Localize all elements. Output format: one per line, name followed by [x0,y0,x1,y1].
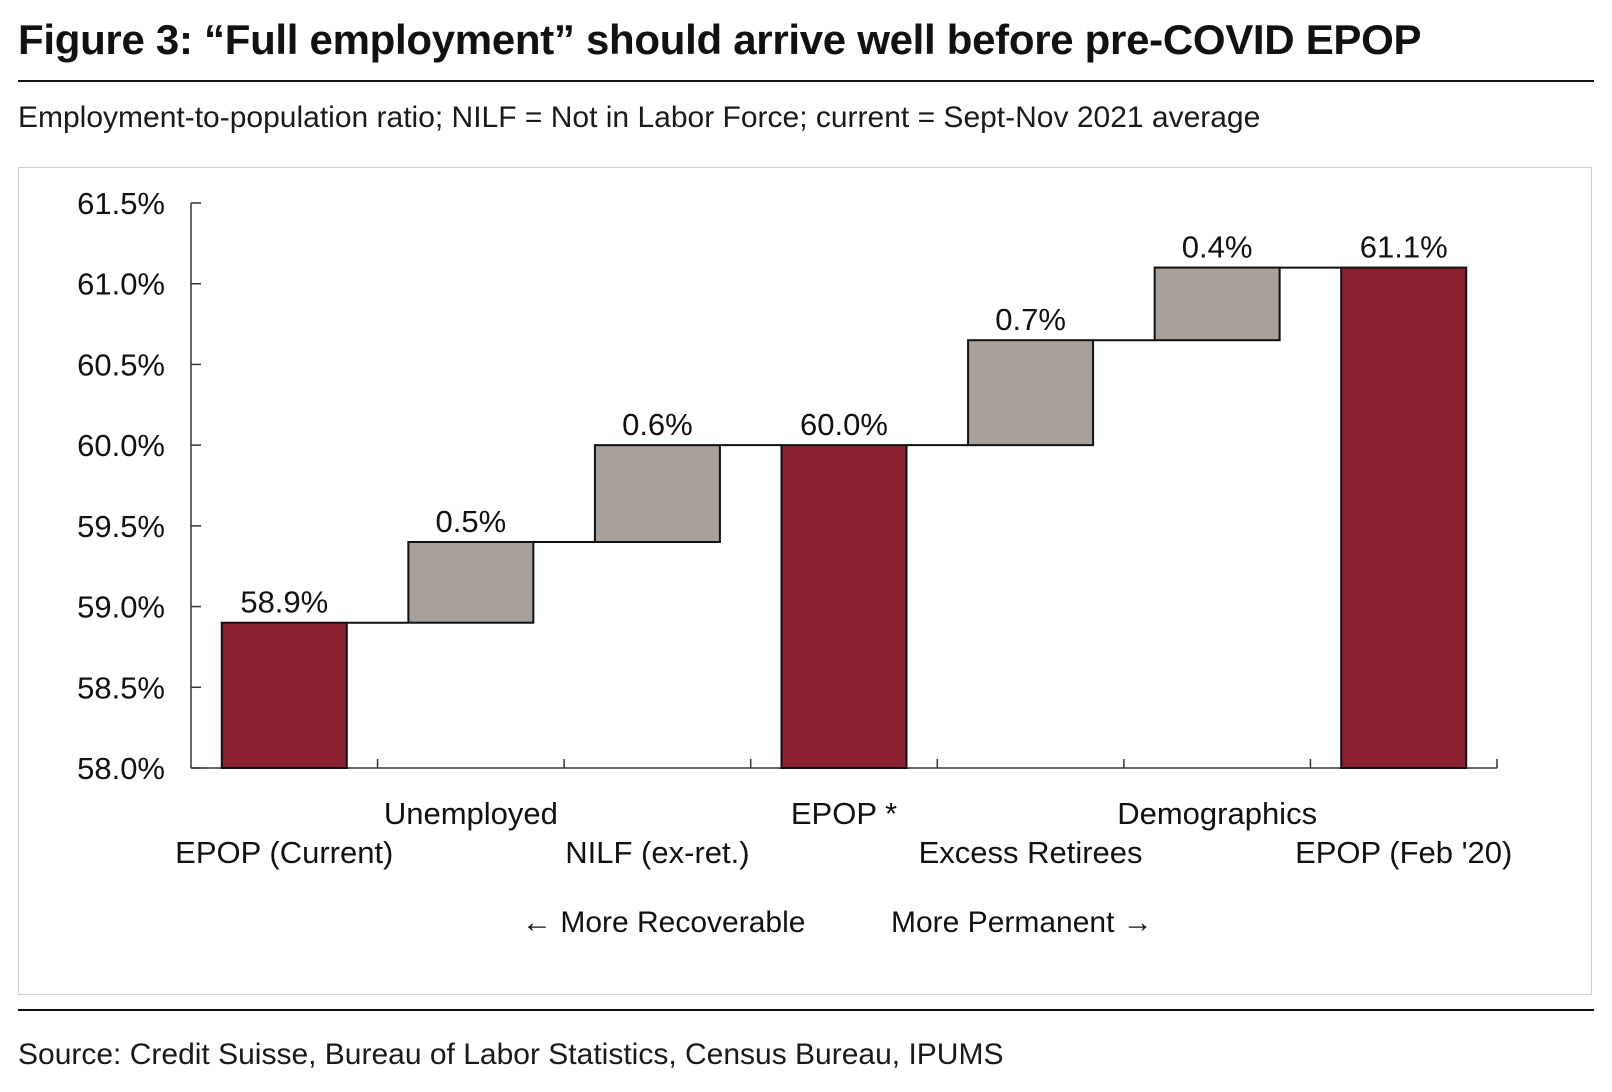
chart-subtitle: Employment-to-population ratio; NILF = N… [18,101,1261,134]
step-bar [1153,266,1281,342]
total-bar [780,444,908,769]
total-bar [1340,266,1468,769]
data-label: 0.7% [995,302,1066,337]
category-label: EPOP * [791,796,897,831]
category-label: Demographics [1117,796,1317,831]
source-divider [18,1009,1594,1011]
y-tick-label: 61.0% [77,267,165,302]
data-label: 0.4% [1182,230,1253,265]
y-tick-label: 58.0% [77,751,165,786]
y-tick-label: 59.5% [77,509,165,544]
annotation-more-permanent: More Permanent → [891,906,1153,939]
data-label: 0.5% [436,504,507,539]
category-label: Excess Retirees [919,835,1143,870]
data-label: 0.6% [622,407,693,442]
chart-frame: 58.0% 58.5% 59.0% 59.5% 60.0% 60.5% 61.0% 61.5%… [18,167,1592,995]
data-label: 58.9% [240,585,328,620]
category-label: EPOP (Current) [175,835,393,870]
data-label: 60.0% [800,407,888,442]
y-tick-label: 60.0% [77,428,165,463]
y-tick-label: 58.5% [77,670,165,705]
category-label: NILF (ex-ret.) [565,835,749,870]
source-note: Source: Credit Suisse, Bureau of Labor S… [18,1038,1004,1071]
category-label: Unemployed [384,796,558,831]
waterfall-chart: 58.0% 58.5% 59.0% 59.5% 60.0% 60.5% 61.0% 61.5%… [77,186,1512,939]
step-bar [593,444,721,543]
step-bar [407,541,535,624]
annotation-more-recoverable: ← More Recoverable [522,906,805,939]
y-tick-label: 60.5% [77,347,165,382]
chart-title: Figure 3: “Full employment” should arriv… [18,16,1422,63]
category-label: EPOP (Feb '20) [1295,835,1512,870]
title-divider [18,80,1594,82]
y-tick-label: 61.5% [77,186,165,221]
y-tick-label: 59.0% [77,590,165,625]
data-label: 61.1% [1360,230,1448,265]
total-bar [220,621,348,770]
step-bar [967,339,1095,447]
